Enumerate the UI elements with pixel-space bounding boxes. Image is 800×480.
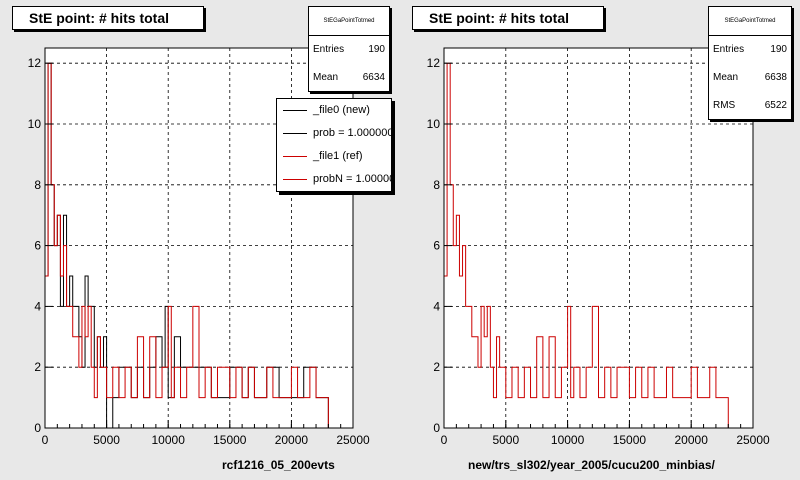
left-y-tick-label: 2 (34, 360, 41, 374)
left-stats-name: StEGaPointTotmed (309, 7, 389, 36)
right-stats-name: StEGaPointTotmed (709, 7, 791, 36)
right-stats-box: StEGaPointTotmed Entries 190 Mean 6638 RMS… (708, 6, 792, 120)
right-plot-title: StE point: # hits total (412, 6, 604, 30)
legend-entry-file1: _file1 (ref) (277, 145, 391, 168)
right-stats-mean: 6638 (764, 72, 787, 83)
left-x-tick-label: 20000 (275, 433, 309, 447)
left-y-tick-label: 0 (34, 421, 41, 435)
left-stats-mean-label: Mean (313, 72, 339, 83)
right-stats-entries-label: Entries (713, 44, 745, 55)
legend-label-probn: probN = 1.000000 (313, 173, 391, 185)
left-frame (44, 47, 354, 429)
right-x-tick-label: 10000 (551, 433, 585, 447)
left-stats-entries: 190 (368, 44, 385, 55)
legend-label-prob: prob = 1.000000 (313, 127, 392, 139)
left-y-tick-label: 4 (34, 299, 41, 313)
legend-entry-prob: prob = 1.000000 (277, 122, 391, 145)
legend-entry-file0: _file0 (new) (277, 99, 391, 122)
left-series-1 (44, 62, 329, 428)
right-y-tick-label: 4 (433, 299, 440, 313)
left-stats-box: StEGaPointTotmed Entries 190 Mean 6634 (308, 6, 390, 92)
left-x-tick-label: 10000 (152, 433, 186, 447)
left-x-tick-label: 25000 (336, 433, 370, 447)
right-y-tick-label: 0 (433, 421, 440, 435)
right-stats-entries: 190 (770, 44, 787, 55)
left-x-tick-label: 15000 (213, 433, 247, 447)
right-y-tick-label: 12 (427, 56, 441, 70)
right-stats-rms: 6522 (764, 100, 787, 111)
right-y-tick-label: 6 (433, 239, 440, 253)
right-y-tick-label: 8 (433, 178, 440, 192)
right-series-0 (443, 62, 729, 428)
left-legend: _file0 (new) prob = 1.000000 _file1 (ref… (276, 98, 392, 192)
right-x-axis-title: new/trs_sl302/year_2005/cucu200_minbias/ (468, 458, 715, 472)
left-y-tick-label: 10 (28, 117, 42, 131)
left-x-tick-label: 0 (42, 433, 49, 447)
left-stats-mean: 6634 (362, 72, 385, 83)
right-x-tick-label: 20000 (675, 433, 709, 447)
left-plot-title: StE point: # hits total (12, 6, 204, 30)
legend-label-file1: _file1 (ref) (313, 150, 363, 162)
left-y-tick-label: 12 (28, 56, 42, 70)
right-y-tick-label: 2 (433, 360, 440, 374)
right-frame (443, 47, 754, 429)
right-stats-rms-label: RMS (713, 100, 736, 111)
left-y-tick-label: 8 (34, 178, 41, 192)
legend-label-file0: _file0 (new) (313, 104, 370, 116)
left-x-axis-title: rcf1216_05_200evts (222, 458, 335, 472)
right-y-tick-label: 10 (427, 117, 441, 131)
left-stats-entries-label: Entries (313, 44, 345, 55)
right-stats-mean-label: Mean (713, 72, 739, 83)
legend-entry-probn: probN = 1.000000 (277, 168, 391, 191)
right-x-tick-label: 25000 (736, 433, 770, 447)
right-x-tick-label: 5000 (492, 433, 519, 447)
left-y-tick-label: 6 (34, 239, 41, 253)
right-x-tick-label: 0 (441, 433, 448, 447)
right-x-tick-label: 15000 (613, 433, 647, 447)
left-x-tick-label: 5000 (93, 433, 120, 447)
